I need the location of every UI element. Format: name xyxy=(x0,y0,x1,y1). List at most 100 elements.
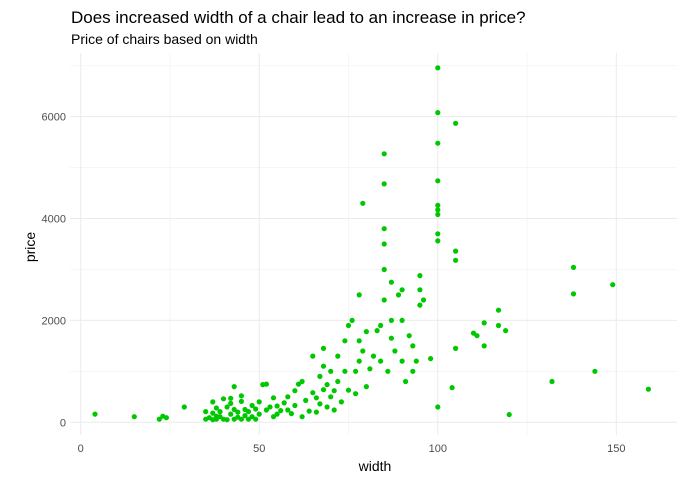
data-point xyxy=(410,368,416,374)
data-point xyxy=(363,329,369,335)
data-point xyxy=(299,414,305,420)
data-point xyxy=(435,211,441,218)
data-point xyxy=(399,287,405,293)
chart-title: Does increased width of a chair lead to … xyxy=(71,8,526,27)
data-point xyxy=(224,404,230,410)
grid xyxy=(70,53,677,435)
data-point xyxy=(303,397,309,403)
data-point xyxy=(367,366,373,372)
data-point xyxy=(210,399,216,405)
x-tick-label: 50 xyxy=(253,443,265,455)
data-point xyxy=(413,358,419,364)
data-point xyxy=(435,65,441,71)
data-point xyxy=(292,402,298,409)
data-point xyxy=(253,406,259,412)
data-point xyxy=(417,273,423,279)
data-point xyxy=(335,378,341,385)
data-point xyxy=(420,297,427,303)
chart-subtitle: Price of chairs based on width xyxy=(71,31,258,47)
tick-labels: 0 50 100 150 0 2000 4000 6000 xyxy=(42,112,626,455)
data-point xyxy=(392,348,398,354)
data-point xyxy=(320,345,327,351)
data-point xyxy=(203,409,209,415)
data-point xyxy=(331,407,337,413)
x-tick-label: 100 xyxy=(429,443,447,455)
data-point xyxy=(481,343,487,349)
data-point xyxy=(360,200,366,206)
data-point xyxy=(610,282,616,288)
data-point xyxy=(399,358,405,364)
data-point xyxy=(353,391,359,397)
data-point xyxy=(374,328,380,334)
data-point xyxy=(388,335,394,341)
data-point xyxy=(217,409,223,415)
data-point xyxy=(410,343,416,349)
data-point xyxy=(570,264,577,270)
data-point xyxy=(92,411,98,417)
data-point xyxy=(242,413,248,419)
data-point xyxy=(353,368,359,374)
data-point xyxy=(360,348,366,354)
data-point xyxy=(570,291,577,297)
y-axis-title: price xyxy=(22,232,38,263)
data-point xyxy=(317,401,323,407)
data-point xyxy=(235,409,241,415)
data-point xyxy=(270,395,277,401)
data-point xyxy=(181,404,187,410)
data-point xyxy=(335,353,341,359)
data-point xyxy=(363,384,369,390)
data-point xyxy=(228,400,234,406)
data-point xyxy=(328,368,334,374)
data-point xyxy=(381,266,387,273)
data-point xyxy=(249,402,255,409)
data-point xyxy=(285,394,291,400)
data-point xyxy=(238,416,244,422)
data-point xyxy=(313,395,319,401)
data-point xyxy=(285,407,291,413)
data-point xyxy=(356,292,362,298)
data-point xyxy=(342,368,348,374)
x-axis-title: width xyxy=(358,458,392,474)
data-point xyxy=(306,408,312,414)
data-point xyxy=(238,398,244,404)
data-point xyxy=(270,414,277,420)
data-point xyxy=(435,202,441,208)
data-point xyxy=(210,410,216,416)
data-point xyxy=(417,302,423,308)
data-point xyxy=(228,395,234,401)
data-point xyxy=(295,381,302,387)
data-point xyxy=(453,345,459,351)
data-point xyxy=(231,384,237,390)
data-point xyxy=(381,226,387,232)
data-point xyxy=(406,333,412,339)
data-point xyxy=(263,381,269,387)
data-point xyxy=(495,307,502,313)
data-point xyxy=(299,378,305,385)
data-point xyxy=(345,387,352,393)
data-point xyxy=(267,404,273,410)
data-point xyxy=(435,207,441,213)
data-points xyxy=(92,65,652,423)
data-point xyxy=(213,405,219,411)
data-point xyxy=(328,394,334,400)
data-point xyxy=(253,416,259,422)
data-point xyxy=(381,181,387,187)
data-point xyxy=(310,353,316,359)
data-point xyxy=(324,404,330,410)
data-point xyxy=(481,320,487,326)
data-point xyxy=(156,416,162,422)
data-point xyxy=(435,238,441,244)
data-point xyxy=(345,322,352,329)
data-point xyxy=(388,279,394,285)
data-point xyxy=(338,399,344,405)
data-point xyxy=(417,287,423,293)
data-point xyxy=(435,404,441,410)
y-tick-label: 0 xyxy=(60,417,66,429)
data-point xyxy=(435,178,441,184)
data-point xyxy=(399,317,405,323)
data-point xyxy=(288,411,294,417)
data-point xyxy=(403,378,409,385)
data-point xyxy=(453,120,459,126)
data-point xyxy=(381,151,387,157)
y-tick-label: 2000 xyxy=(42,315,66,327)
